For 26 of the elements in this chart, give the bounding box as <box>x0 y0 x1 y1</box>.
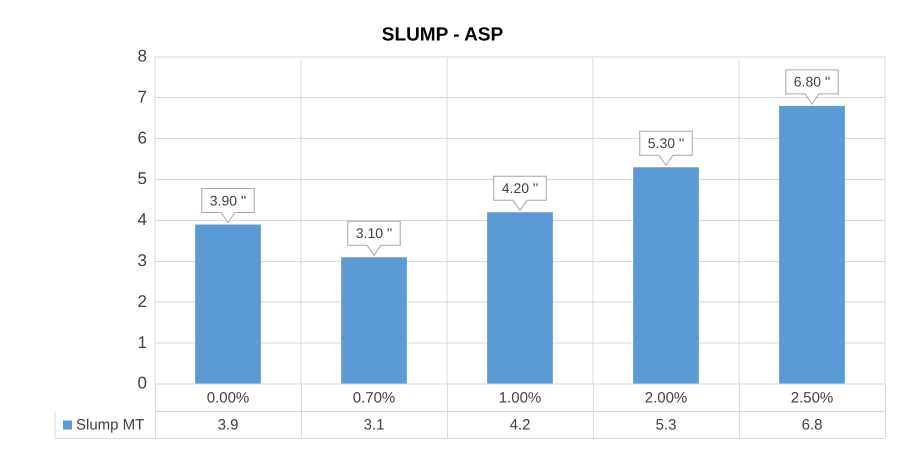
y-tick-label: 0 <box>138 374 147 393</box>
y-tick-label: 1 <box>138 332 147 352</box>
y-tick-label: 5 <box>138 169 147 188</box>
y-tick-label: 4 <box>138 210 147 230</box>
chart-title: SLUMP - ASP <box>382 24 504 46</box>
text: 3.9 <box>218 416 238 434</box>
data-label: 3.90 '' <box>210 192 246 208</box>
text: 3.1 <box>364 416 384 434</box>
y-tick-label: 3 <box>138 250 147 270</box>
x-tick-label: 1.00% <box>498 390 542 407</box>
x-tick-label: 2.50% <box>790 390 834 407</box>
text: 5.3 <box>656 416 676 434</box>
x-tick-label: 0.00% <box>206 390 250 407</box>
x-tick-label: 0.70% <box>352 390 396 407</box>
data-label: 3.10 '' <box>356 225 392 242</box>
legend-label: Slump MT <box>76 416 144 434</box>
text: 4.2 <box>510 416 530 434</box>
y-tick-label: 6 <box>138 128 147 148</box>
data-label: 4.20 '' <box>502 180 538 196</box>
text: 6.8 <box>802 416 822 434</box>
data-label: 6.80 '' <box>794 74 830 90</box>
data-label: 5.30 '' <box>648 135 684 152</box>
y-tick-label: 7 <box>138 87 147 106</box>
y-tick-label: 8 <box>138 46 147 66</box>
y-tick-label: 2 <box>138 292 147 311</box>
x-tick-label: 2.00% <box>644 390 688 407</box>
